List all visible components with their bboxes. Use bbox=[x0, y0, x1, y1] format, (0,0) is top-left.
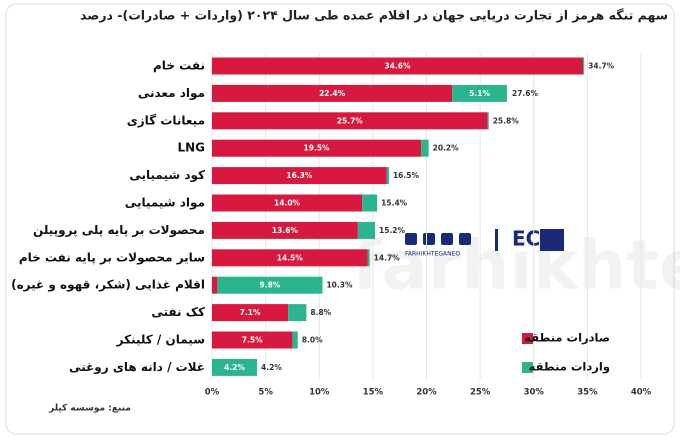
bar-segment bbox=[212, 167, 387, 185]
bar-segment bbox=[386, 167, 389, 185]
frame bbox=[5, 3, 675, 435]
bar-segment bbox=[212, 358, 258, 376]
bar-segment bbox=[212, 139, 422, 157]
bar-segment bbox=[288, 304, 307, 322]
bar-segment bbox=[217, 276, 323, 294]
total-label: 34.7% bbox=[588, 62, 615, 71]
category-label: میعانات گازی bbox=[127, 113, 205, 127]
logo-icon bbox=[441, 233, 453, 245]
legend-swatch bbox=[522, 362, 533, 373]
x-tick-label: 30% bbox=[524, 388, 545, 398]
value-label: 13.6% bbox=[272, 226, 299, 235]
source: منبع: موسسه کپلر bbox=[48, 404, 131, 414]
value-label: 14.0% bbox=[274, 199, 301, 208]
category-label: سایر محصولات بر پایه نفت خام bbox=[19, 250, 205, 265]
value-label: 14.5% bbox=[277, 253, 304, 262]
bar-segment bbox=[362, 194, 378, 212]
total-label: 8.8% bbox=[310, 308, 331, 317]
total-label: 8.0% bbox=[302, 336, 323, 345]
value-label: 34.6% bbox=[385, 62, 412, 71]
bar-segment bbox=[212, 57, 584, 75]
legend-label: واردات منطقه bbox=[529, 360, 610, 375]
category-label: مواد معدنی bbox=[138, 86, 205, 101]
value-label: 5.1% bbox=[469, 89, 490, 98]
logo-box bbox=[540, 229, 564, 251]
total-label: 20.2% bbox=[433, 144, 460, 153]
category-label: اقلام غذایی (شکر، قهوه و غیره) bbox=[11, 278, 205, 293]
value-label: 16.3% bbox=[286, 171, 313, 180]
x-tick-label: 0% bbox=[205, 388, 220, 398]
logo-icon bbox=[423, 233, 435, 245]
total-label: 15.2% bbox=[379, 226, 406, 235]
bar-segment bbox=[212, 331, 293, 349]
chart-title: سهم تنگه هرمز از تجارت دریایی جهان در اق… bbox=[80, 8, 668, 24]
category-label: محصولات بر پایه پلی پروپیلن bbox=[33, 223, 205, 238]
bar-segment bbox=[212, 249, 368, 267]
bar-segment bbox=[357, 221, 376, 239]
bar-segment bbox=[212, 221, 358, 239]
value-label: 4.2% bbox=[224, 363, 245, 372]
value-label: 7.1% bbox=[240, 308, 261, 317]
category-label: غلات / دانه های روغنی bbox=[69, 360, 205, 375]
bar-segment bbox=[212, 276, 218, 294]
total-label: 25.8% bbox=[493, 116, 520, 125]
total-label: 4.2% bbox=[261, 363, 282, 372]
bar-segment bbox=[367, 249, 370, 267]
bar-segment bbox=[292, 331, 298, 349]
logo-icon bbox=[405, 233, 417, 245]
bar-segment bbox=[212, 112, 488, 130]
logo-mark: EC bbox=[512, 227, 540, 251]
value-label: 22.4% bbox=[319, 89, 346, 98]
total-label: 15.4% bbox=[381, 199, 408, 208]
bar-segment bbox=[452, 84, 507, 102]
x-tick-label: 10% bbox=[309, 388, 330, 398]
bar-segment bbox=[487, 112, 489, 130]
logo-text: FARHIKHTEGANEO bbox=[405, 251, 460, 258]
category-label: مواد شیمیایی bbox=[125, 196, 205, 211]
category-label: نفت خام bbox=[153, 59, 205, 74]
x-tick-label: 15% bbox=[363, 388, 384, 398]
bar-segment bbox=[212, 84, 453, 102]
bar-segment bbox=[212, 194, 363, 212]
value-label: 9.8% bbox=[260, 281, 281, 290]
legend-swatch bbox=[522, 333, 533, 344]
total-label: 14.7% bbox=[374, 253, 401, 262]
bar-segment bbox=[421, 139, 429, 157]
value-label: 19.5% bbox=[304, 144, 331, 153]
x-tick-label: 35% bbox=[577, 388, 598, 398]
x-tick-label: 40% bbox=[631, 388, 652, 398]
value-label: 25.7% bbox=[337, 116, 364, 125]
total-label: 27.6% bbox=[512, 89, 539, 98]
total-label: 16.5% bbox=[393, 171, 420, 180]
value-label: 7.5% bbox=[242, 336, 263, 345]
total-label: 10.3% bbox=[326, 281, 353, 290]
x-tick-label: 25% bbox=[470, 388, 491, 398]
category-label: کک نفتی bbox=[151, 305, 205, 319]
x-tick-label: 20% bbox=[416, 388, 437, 398]
logo: EC FARHIKHTEGANEO bbox=[405, 227, 564, 258]
category-label: کود شیمیایی bbox=[129, 168, 205, 183]
bar-segment bbox=[212, 304, 289, 322]
category-label: LNG bbox=[177, 141, 205, 155]
logo-icon bbox=[459, 233, 471, 245]
x-tick-label: 5% bbox=[258, 388, 273, 398]
legend-label: صادرات منطقه bbox=[524, 331, 610, 345]
category-label: سیمان / کلینکر bbox=[116, 333, 205, 347]
logo-bar bbox=[495, 229, 498, 251]
bar-segment bbox=[583, 57, 585, 75]
